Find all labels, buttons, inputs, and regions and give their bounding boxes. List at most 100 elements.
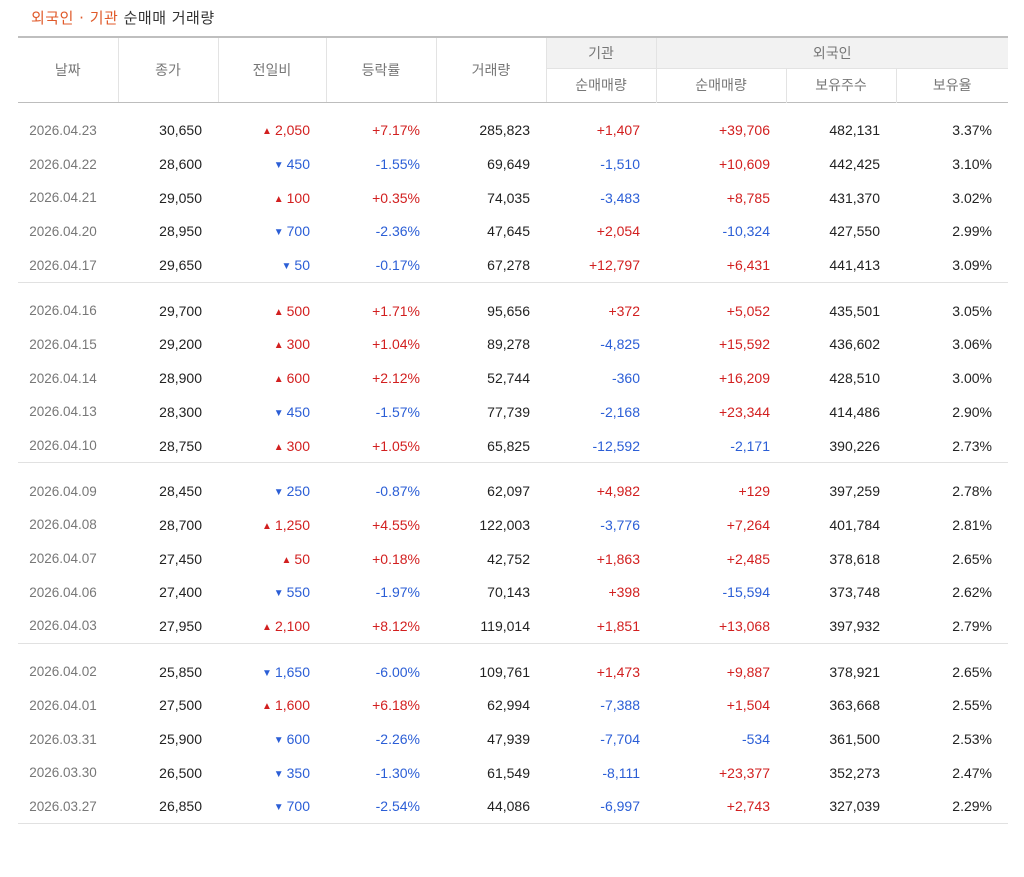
cell-volume: 65,825 xyxy=(436,428,546,464)
cell-volume: 62,097 xyxy=(487,483,530,500)
cell-date: 2026.04.07 xyxy=(29,551,97,567)
cell-change: ▲ 50 xyxy=(218,542,326,576)
cell-volume: 74,035 xyxy=(487,189,530,206)
change-value: 1,600 xyxy=(274,697,310,714)
cell-change: ▲ 2,050 xyxy=(218,114,326,148)
table-row: 2026.04.01 27,500 ▲ 1,600 +6.18% 62,994 -7,388… xyxy=(18,689,1008,723)
group-spacer xyxy=(18,643,1008,655)
cell-change: ▼ 450 xyxy=(218,147,326,181)
header-foreign-net: 순매매량 xyxy=(655,67,786,102)
cell-date: 2026.04.21 xyxy=(29,190,97,206)
cell-foreign-net: +2,743 xyxy=(656,789,786,825)
cell-inst-net: +2,054 xyxy=(596,223,640,240)
cell-volume: 89,278 xyxy=(487,336,530,353)
cell-foreign-net: +23,377 xyxy=(719,764,770,781)
cell-close: 30,650 xyxy=(159,122,202,139)
cell-foreign-holdings: 373,748 xyxy=(829,584,880,601)
cell-date: 2026.04.22 xyxy=(29,156,97,172)
cell-rate: -1.57% xyxy=(375,403,420,420)
triangle-up-icon: ▲ xyxy=(262,621,272,633)
cell-rate: +4.55% xyxy=(372,516,420,533)
cell-close: 27,400 xyxy=(159,584,202,601)
cell-change: ▼ 700 xyxy=(218,789,326,825)
cell-inst-net: -6,997 xyxy=(546,789,656,825)
group-spacer xyxy=(18,463,1008,475)
cell-foreign-ratio: 3.05% xyxy=(952,302,992,319)
cell-foreign-net: -15,594 xyxy=(722,584,770,601)
cell-foreign-holdings: 427,550 xyxy=(829,223,880,240)
triangle-up-icon: ▲ xyxy=(273,441,284,453)
cell-close: 27,500 xyxy=(159,697,202,714)
cell-date: 2026.04.08 xyxy=(29,517,97,533)
table-row: 2026.04.07 27,450 ▲ 50 +0.18% 42,752 +1,863 +2,… xyxy=(18,542,1008,576)
cell-date: 2026.03.31 xyxy=(29,731,97,747)
table-row: 2026.04.13 28,300 ▼ 450 -1.57% 77,739 -2,168 +2… xyxy=(18,395,1008,429)
header-inst-net: 순매매량 xyxy=(545,67,656,102)
cell-foreign-net: +13,068 xyxy=(656,609,786,644)
cell-inst-net: +1,851 xyxy=(546,609,656,644)
triangle-down-icon: ▼ xyxy=(262,667,272,679)
group-spacer-cell xyxy=(18,282,1008,294)
table-row: 2026.04.17 29,650 ▼ 50 -0.17% 67,278 +12,797 +6… xyxy=(18,248,1008,283)
cell-change: ▲ 2,100 xyxy=(218,609,326,644)
cell-foreign-net: +129 xyxy=(738,483,770,500)
cell-foreign-holdings: 414,486 xyxy=(829,403,880,420)
cell-volume: 47,939 xyxy=(487,731,530,748)
cell-close: 28,900 xyxy=(159,370,202,387)
cell-change: ▼ 550 xyxy=(218,575,326,609)
table-row: 2026.04.02 25,850 ▼ 1,650 -6.00% 109,761 +1,47… xyxy=(18,655,1008,689)
cell-foreign-ratio: 2.79% xyxy=(896,609,1008,644)
cell-inst-net: -2,168 xyxy=(600,403,640,420)
triangle-down-icon: ▼ xyxy=(273,487,284,499)
cell-rate: -6.00% xyxy=(375,663,420,680)
cell-inst-net: -360 xyxy=(611,370,640,387)
change-value: 550 xyxy=(286,584,310,601)
change-value: 300 xyxy=(286,437,310,454)
cell-change: ▲ 600 xyxy=(218,361,326,395)
cell-foreign-holdings: 352,273 xyxy=(829,764,880,781)
cell-foreign-holdings: 441,413 xyxy=(786,248,896,283)
cell-change: ▲ 300 xyxy=(218,428,326,464)
change-value: 450 xyxy=(286,403,310,420)
cell-inst-net: +4,982 xyxy=(596,483,640,500)
cell-inst-net: +398 xyxy=(608,584,640,601)
investor-trading-table: 날짜 종가 전일비 등락률 거래량 기관 외국인 순매매량 순매매량 보유주수 … xyxy=(18,36,1008,825)
cell-change: ▼ 450 xyxy=(218,395,326,429)
cell-inst-net: -3,776 xyxy=(600,516,640,533)
cell-rate: -2.54% xyxy=(326,789,436,825)
cell-date: 2026.04.09 xyxy=(29,483,97,499)
cell-foreign-net: +5,052 xyxy=(726,302,770,319)
cell-date: 2026.04.03 xyxy=(18,609,118,644)
section-title: 외국인 · 기관 순매매 거래량 xyxy=(31,7,215,29)
cell-volume: 95,656 xyxy=(487,302,530,319)
cell-inst-net: -8,111 xyxy=(602,764,640,781)
cell-change: ▲ 1,250 xyxy=(218,508,326,542)
triangle-down-icon: ▼ xyxy=(273,768,284,780)
cell-date: 2026.04.14 xyxy=(29,370,97,386)
triangle-down-icon: ▼ xyxy=(273,802,284,814)
cell-close: 27,450 xyxy=(159,550,202,567)
header-foreign-ratio: 보유율 xyxy=(895,67,1008,102)
triangle-down-icon: ▼ xyxy=(273,407,284,419)
cell-foreign-ratio: 2.78% xyxy=(952,483,992,500)
cell-foreign-ratio: 3.00% xyxy=(952,370,992,387)
cell-rate: +0.35% xyxy=(372,189,420,206)
cell-foreign-holdings: 431,370 xyxy=(829,189,880,206)
cell-change: ▲ 300 xyxy=(218,328,326,362)
cell-foreign-ratio: 3.09% xyxy=(896,248,1008,283)
cell-foreign-ratio: 2.65% xyxy=(952,550,992,567)
cell-foreign-net: +10,609 xyxy=(719,156,770,173)
cell-foreign-holdings: 482,131 xyxy=(829,122,880,139)
cell-close: 29,700 xyxy=(159,302,202,319)
table-row: 2026.04.20 28,950 ▼ 700 -2.36% 47,645 +2,054 -1… xyxy=(18,215,1008,249)
cell-foreign-net: -10,324 xyxy=(722,223,770,240)
cell-date: 2026.04.15 xyxy=(29,336,97,352)
cell-foreign-net: -2,171 xyxy=(656,428,786,464)
group-spacer-cell xyxy=(18,463,1008,475)
cell-date: 2026.04.16 xyxy=(29,303,97,319)
cell-volume: 67,278 xyxy=(436,248,546,283)
cell-volume: 109,761 xyxy=(479,663,530,680)
change-value: 300 xyxy=(286,336,310,353)
cell-volume: 47,645 xyxy=(487,223,530,240)
table-row: 2026.04.09 28,450 ▼ 250 -0.87% 62,097 +4,982 +1… xyxy=(18,474,1008,508)
